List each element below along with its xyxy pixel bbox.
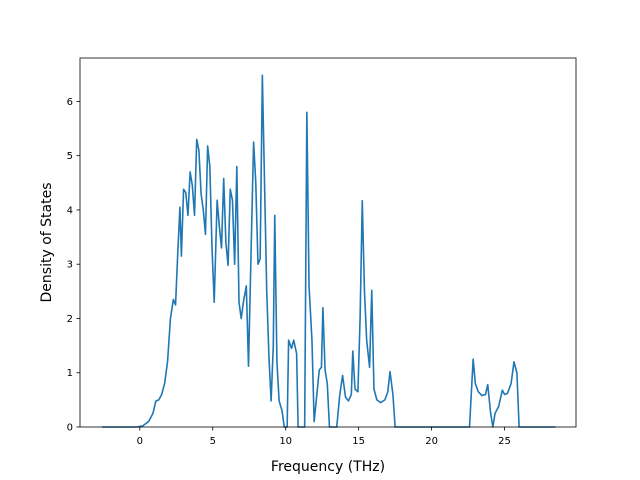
x-tick-label: 0: [137, 436, 143, 447]
x-tick-label: 25: [498, 436, 511, 447]
x-tick-label: 20: [425, 436, 438, 447]
x-tick-label: 15: [352, 436, 365, 447]
y-axis-ticks: 0 1 2 3 4 5 6: [67, 97, 80, 434]
x-axis-ticks: 0 5 10 15 20 25: [137, 427, 511, 447]
y-tick-label: 3: [67, 260, 73, 271]
y-tick-label: 4: [67, 205, 73, 216]
y-tick-label: 1: [67, 368, 73, 379]
x-tick-label: 10: [279, 436, 292, 447]
y-tick-label: 6: [67, 97, 73, 108]
axes-frame: [79, 57, 577, 428]
y-axis-label: Density of States: [39, 183, 55, 303]
x-tick-label: 5: [210, 436, 216, 447]
y-tick-label: 2: [67, 314, 73, 325]
y-tick-label: 5: [67, 151, 73, 162]
x-axis-label: Frequency (THz): [271, 459, 385, 475]
y-tick-label: 0: [67, 423, 73, 434]
